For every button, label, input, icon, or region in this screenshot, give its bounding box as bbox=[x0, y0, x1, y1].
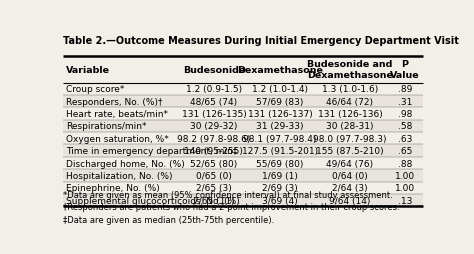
Text: 131 (126-135): 131 (126-135) bbox=[182, 110, 246, 119]
Bar bbox=[63, 194, 423, 207]
Text: 1.00: 1.00 bbox=[395, 171, 415, 180]
Text: 98.2 (97.8-98.6): 98.2 (97.8-98.6) bbox=[177, 134, 251, 143]
Text: 9/64 (14): 9/64 (14) bbox=[329, 196, 371, 205]
Text: .88: .88 bbox=[398, 159, 412, 168]
Bar bbox=[63, 182, 423, 194]
Bar bbox=[63, 120, 423, 133]
Text: .58: .58 bbox=[398, 122, 412, 131]
Bar bbox=[63, 57, 423, 83]
Text: .63: .63 bbox=[398, 134, 412, 143]
Text: 55/69 (80): 55/69 (80) bbox=[256, 159, 304, 168]
Bar bbox=[63, 133, 423, 145]
Text: 127.5 (91.5-201): 127.5 (91.5-201) bbox=[242, 147, 318, 155]
Text: Epinephrine, No. (%): Epinephrine, No. (%) bbox=[66, 184, 160, 193]
Text: .98: .98 bbox=[398, 110, 412, 119]
Text: 49/64 (76): 49/64 (76) bbox=[327, 159, 374, 168]
Text: Supplemental glucocorticoids, No. (%): Supplemental glucocorticoids, No. (%) bbox=[66, 196, 240, 205]
Text: 3/69 (4): 3/69 (4) bbox=[262, 196, 298, 205]
Text: Dexamethasone: Dexamethasone bbox=[237, 66, 323, 75]
Text: 57/69 (83): 57/69 (83) bbox=[256, 97, 304, 106]
Text: 30 (29-32): 30 (29-32) bbox=[190, 122, 237, 131]
Bar bbox=[63, 169, 423, 182]
Bar bbox=[63, 83, 423, 96]
Bar bbox=[63, 96, 423, 108]
Text: Budesonide and
Dexamethasone: Budesonide and Dexamethasone bbox=[307, 60, 393, 80]
Text: P
Value: P Value bbox=[390, 60, 420, 80]
Text: 1.2 (1.0-1.4): 1.2 (1.0-1.4) bbox=[252, 85, 308, 94]
Text: *Data are given as mean (95% confidence interval) at final study assessment.: *Data are given as mean (95% confidence … bbox=[63, 190, 392, 199]
Text: 155 (87.5-210): 155 (87.5-210) bbox=[316, 147, 384, 155]
Text: 48/65 (74): 48/65 (74) bbox=[191, 97, 237, 106]
Text: .31: .31 bbox=[398, 97, 412, 106]
Text: 46/64 (72): 46/64 (72) bbox=[327, 97, 374, 106]
Text: Variable: Variable bbox=[66, 66, 110, 75]
Text: Heart rate, beats/min*: Heart rate, beats/min* bbox=[66, 110, 168, 119]
Text: Table 2.—Outcome Measures During Initial Emergency Department Visit: Table 2.—Outcome Measures During Initial… bbox=[63, 35, 459, 45]
Text: 1/69 (1): 1/69 (1) bbox=[262, 171, 298, 180]
Text: 0/65 (0): 0/65 (0) bbox=[196, 171, 232, 180]
Text: .65: .65 bbox=[398, 147, 412, 155]
Text: Hospitalization, No. (%): Hospitalization, No. (%) bbox=[66, 171, 173, 180]
Bar bbox=[63, 145, 423, 157]
Text: .89: .89 bbox=[398, 85, 412, 94]
Text: 0/64 (0): 0/64 (0) bbox=[332, 171, 368, 180]
Bar bbox=[63, 108, 423, 120]
Text: †Responders are patients who had a 2-point improvement in their croup scores.: †Responders are patients who had a 2-poi… bbox=[63, 203, 400, 212]
Text: 30 (28-31): 30 (28-31) bbox=[326, 122, 374, 131]
Text: 7/65 (11): 7/65 (11) bbox=[193, 196, 235, 205]
Text: Budesonide: Budesonide bbox=[183, 66, 245, 75]
Text: 98.1 (97.7-98.4): 98.1 (97.7-98.4) bbox=[243, 134, 317, 143]
Text: ‡Data are given as median (25th-75th percentile).: ‡Data are given as median (25th-75th per… bbox=[63, 215, 274, 224]
Text: 2/64 (3): 2/64 (3) bbox=[332, 184, 368, 193]
Text: 140 (95-255): 140 (95-255) bbox=[184, 147, 243, 155]
Text: 2/65 (3): 2/65 (3) bbox=[196, 184, 232, 193]
Text: 1.2 (0.9-1.5): 1.2 (0.9-1.5) bbox=[186, 85, 242, 94]
Bar bbox=[63, 157, 423, 169]
Text: Responders, No. (%)†: Responders, No. (%)† bbox=[66, 97, 163, 106]
Text: Discharged home, No. (%): Discharged home, No. (%) bbox=[66, 159, 184, 168]
Text: Croup score*: Croup score* bbox=[66, 85, 124, 94]
Text: 131 (126-136): 131 (126-136) bbox=[318, 110, 383, 119]
Text: Respirations/min*: Respirations/min* bbox=[66, 122, 146, 131]
Text: 131 (126-137): 131 (126-137) bbox=[247, 110, 312, 119]
Text: Oxygen saturation, %*: Oxygen saturation, %* bbox=[66, 134, 169, 143]
Text: .13: .13 bbox=[398, 196, 412, 205]
Text: 2/69 (3): 2/69 (3) bbox=[262, 184, 298, 193]
Text: 1.3 (1.0-1.6): 1.3 (1.0-1.6) bbox=[322, 85, 378, 94]
Text: 31 (29-33): 31 (29-33) bbox=[256, 122, 304, 131]
Text: 52/65 (80): 52/65 (80) bbox=[190, 159, 237, 168]
Text: Time in emergency department, min‡: Time in emergency department, min‡ bbox=[66, 147, 237, 155]
Text: 98.0 (97.7-98.3): 98.0 (97.7-98.3) bbox=[313, 134, 387, 143]
Text: 1.00: 1.00 bbox=[395, 184, 415, 193]
